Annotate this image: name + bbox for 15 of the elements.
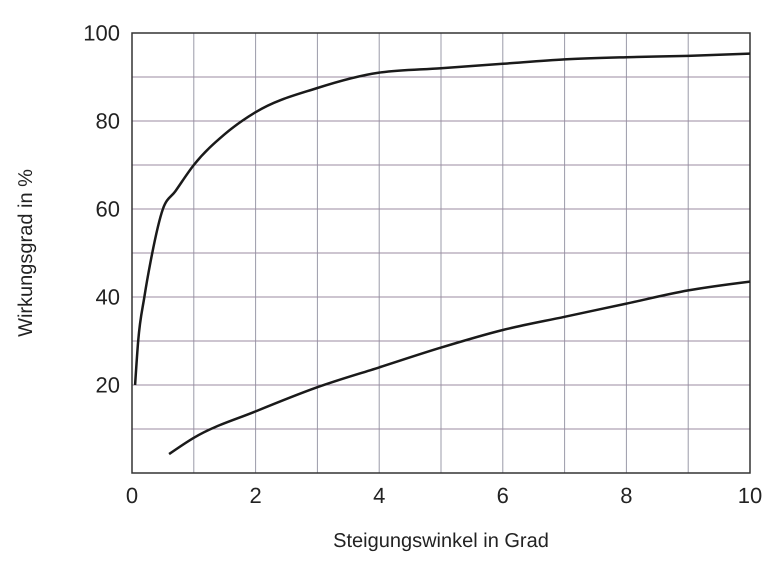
x-tick-label: 4 [373,483,386,508]
x-axis-title: Steigungswinkel in Grad [333,530,549,552]
y-tick-label: 80 [96,108,120,134]
y-tick-label: 100 [83,20,120,46]
x-tick-label: 6 [496,483,509,508]
x-tick-label: 2 [249,483,262,508]
y-tick-label: 20 [96,372,120,398]
x-tick-label: 10 [738,483,762,508]
y-axis-title: Wirkungsgrad in % [15,168,37,337]
x-tick-label: 0 [126,483,138,508]
line-series [134,52,752,386]
x-tick-label: 8 [620,483,633,508]
y-tick-label: 40 [96,284,120,310]
y-tick-label: 60 [96,196,120,222]
line-series [168,280,752,456]
